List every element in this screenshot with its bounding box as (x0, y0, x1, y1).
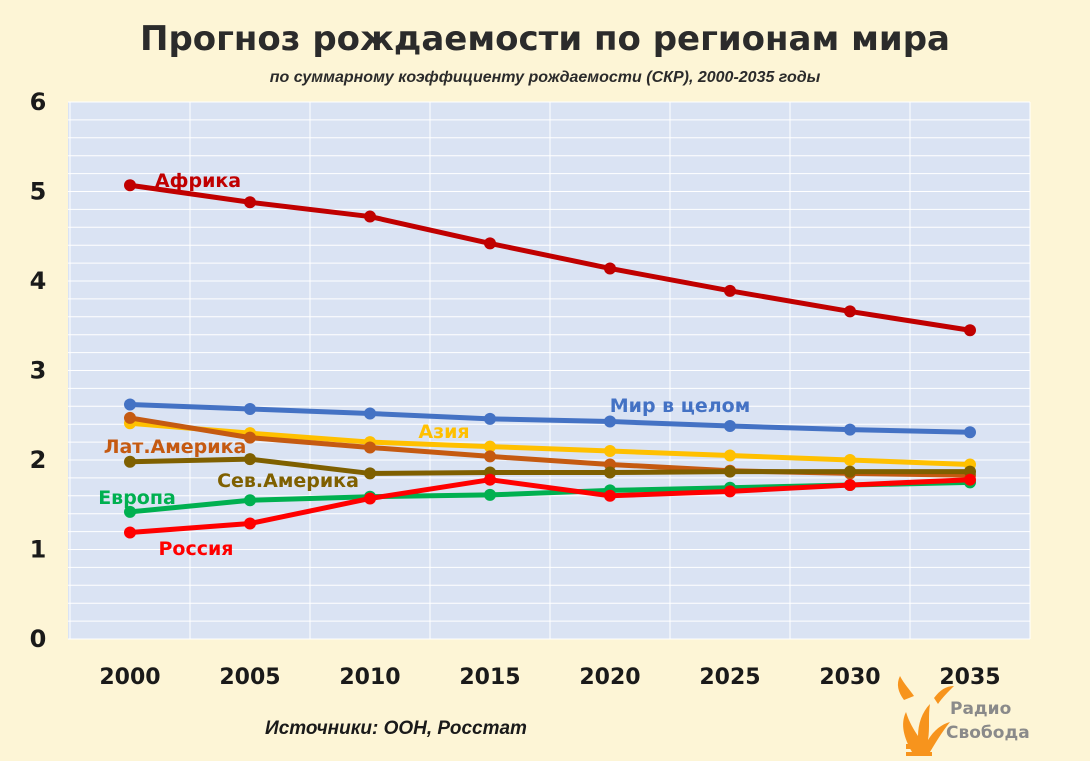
chart-title: Прогноз рождаемости по регионам мира (140, 19, 950, 59)
data-point (724, 465, 736, 478)
chart-subtitle: по суммарному коэффициенту рождаемости (… (270, 69, 821, 86)
series-сев-америка (124, 453, 976, 480)
data-point (484, 488, 496, 501)
y-tick-label: 2 (30, 446, 47, 474)
data-point (604, 445, 616, 458)
data-point (844, 305, 856, 318)
x-tick-label: 2020 (579, 665, 640, 690)
y-tick-label: 0 (30, 625, 47, 653)
data-point (724, 485, 736, 498)
data-point (604, 262, 616, 275)
series-labels: Африка Мир в целом Азия Лат.Америка Сев.Амер… (98, 170, 750, 560)
data-point (604, 489, 616, 502)
data-point (244, 196, 256, 209)
data-point (724, 419, 736, 432)
data-point (484, 412, 496, 425)
data-point (124, 179, 136, 192)
x-tick-label: 2000 (99, 665, 160, 690)
flame-icon (897, 676, 954, 756)
series-label: Мир в целом (610, 395, 751, 417)
data-point (124, 455, 136, 468)
data-point (484, 440, 496, 453)
logo-line-2: Свобода (946, 723, 1030, 743)
data-point (364, 210, 376, 223)
logo-line-1: Радио (950, 699, 1011, 719)
series-мир-в-целом (124, 398, 976, 439)
series-line (127, 456, 973, 476)
series-label: Лат.Америка (104, 436, 247, 458)
y-tick-label: 6 (30, 88, 47, 116)
data-point (244, 453, 256, 466)
y-tick-label: 4 (30, 267, 47, 295)
data-point (484, 473, 496, 486)
data-point (124, 398, 136, 411)
data-point (724, 284, 736, 297)
series-label: Африка (155, 170, 241, 192)
data-point (364, 407, 376, 420)
data-point (844, 465, 856, 478)
data-point (364, 467, 376, 480)
series-label: Россия (158, 538, 233, 560)
data-point (124, 526, 136, 539)
x-axis-ticks: 2000 2005 2010 2015 2020 2025 2030 2035 (99, 665, 1000, 690)
data-point (484, 450, 496, 463)
x-tick-label: 2015 (459, 665, 520, 690)
y-axis-ticks: 0 1 2 3 4 5 6 (30, 88, 47, 653)
series-line (127, 402, 973, 435)
data-point (244, 431, 256, 444)
series-line (127, 182, 973, 333)
data-point (364, 441, 376, 454)
data-point (244, 402, 256, 415)
data-point (844, 454, 856, 466)
series-label: Сев.Америка (217, 470, 359, 492)
x-tick-label: 2010 (339, 665, 400, 690)
x-tick-label: 2030 (819, 665, 880, 690)
radio-svoboda-logo: Радио Свобода (897, 676, 1030, 756)
data-point (124, 505, 136, 518)
data-point (484, 237, 496, 250)
data-point (604, 466, 616, 479)
data-point (844, 479, 856, 492)
x-tick-label: 2035 (939, 665, 1000, 690)
data-point (244, 517, 256, 530)
data-point (844, 423, 856, 436)
data-point (964, 426, 976, 439)
series-африка (124, 179, 976, 337)
data-point (724, 449, 736, 462)
y-tick-label: 5 (30, 178, 47, 206)
y-tick-label: 1 (30, 536, 47, 564)
series-label: Азия (418, 421, 469, 443)
series-label: Европа (98, 487, 176, 509)
data-point (604, 415, 616, 428)
source-note: Источники: ООН, Росстат (265, 718, 527, 739)
data-point (964, 324, 976, 337)
data-point (244, 494, 256, 507)
series-lines (124, 179, 976, 539)
data-point (364, 492, 376, 505)
series-line (127, 420, 973, 467)
x-tick-label: 2025 (699, 665, 760, 690)
series-россия (124, 473, 976, 539)
data-point (124, 411, 136, 424)
series-line (127, 477, 973, 535)
data-point (964, 473, 976, 486)
x-tick-label: 2005 (219, 665, 280, 690)
y-tick-label: 3 (30, 357, 47, 385)
